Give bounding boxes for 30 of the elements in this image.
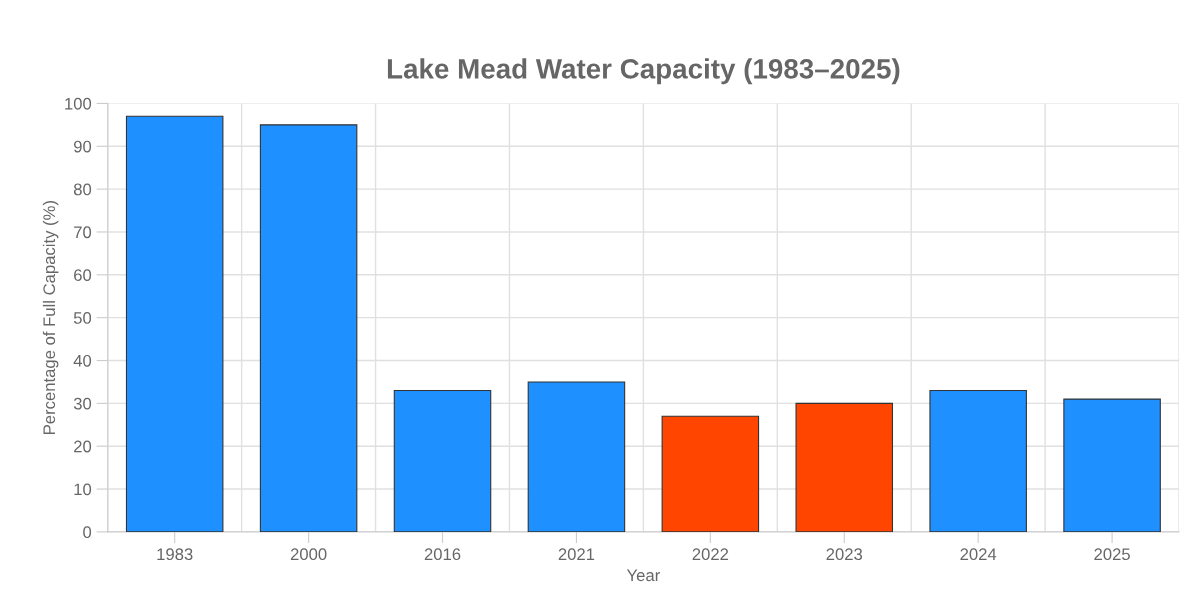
y-tick-label: 50 [73, 312, 92, 324]
y-tick-label: 90 [74, 140, 92, 153]
bar [1063, 398, 1161, 532]
x-tick-label: 2021 [558, 548, 595, 561]
x-tick-label: 2016 [424, 548, 461, 561]
bar [125, 115, 224, 532]
y-axis-title: Percentage of Full Capacity (%) [42, 201, 59, 434]
bar [393, 389, 492, 532]
x-tick-label: 2022 [692, 548, 729, 561]
bar [527, 381, 626, 532]
y-tick-label: 0 [83, 526, 92, 539]
y-tick-label: 100 [65, 97, 92, 110]
y-tick-label: 20 [74, 440, 92, 453]
y-tick-label: 30 [73, 397, 92, 410]
y-tick-label: 10 [74, 483, 92, 496]
x-tick-label: 1983 [157, 548, 193, 561]
x-tick-label: 2025 [1094, 548, 1130, 561]
y-tick-label: 80 [73, 183, 92, 196]
bar [259, 124, 358, 532]
x-tick-label: 2023 [826, 548, 863, 561]
x-axis-title: Year [626, 569, 660, 582]
x-tick-label: 2024 [960, 548, 997, 561]
bar [795, 402, 894, 532]
y-tick-label: 70 [74, 226, 92, 239]
y-tick-label: 60 [74, 269, 92, 282]
y-tick-label: 40 [73, 354, 92, 367]
bar [661, 415, 760, 532]
chart-title: Lake Mead Water Capacity (1983–2025) [387, 58, 900, 85]
x-tick-label: 2000 [290, 548, 327, 561]
bar [929, 389, 1027, 532]
